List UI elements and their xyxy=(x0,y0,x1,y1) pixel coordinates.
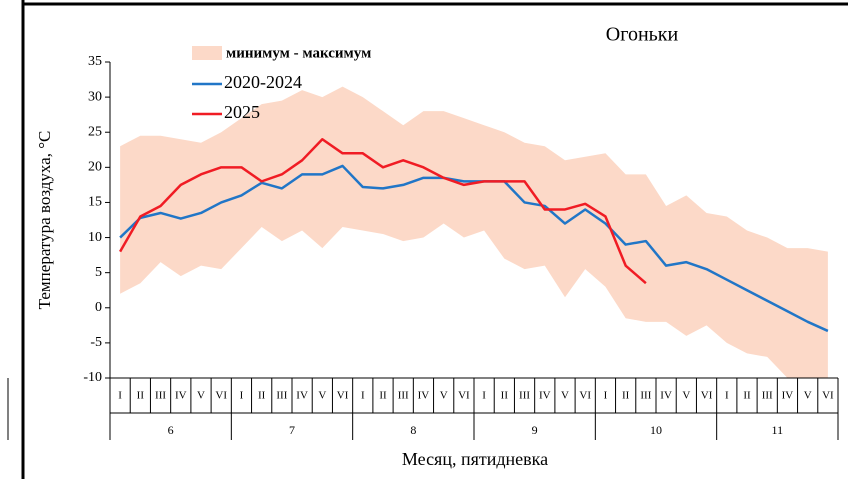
x-tick-label: III xyxy=(762,390,773,402)
x-tick-label: IV xyxy=(175,390,187,402)
x-tick-label: VI xyxy=(215,390,227,402)
x-tick-label: V xyxy=(682,390,690,402)
month-label: 9 xyxy=(532,423,538,437)
y-tick-label: 10 xyxy=(88,230,102,245)
x-tick-label: IV xyxy=(296,390,308,402)
x-tick-label: VI xyxy=(822,390,834,402)
x-tick-label: V xyxy=(561,390,569,402)
x-tick-label: IV xyxy=(782,390,794,402)
x-tick-label: II xyxy=(743,390,751,402)
x-tick-label: VI xyxy=(337,390,349,402)
legend-swatch xyxy=(192,46,222,60)
x-tick-label: VI xyxy=(579,390,591,402)
x-tick-label: III xyxy=(155,390,166,402)
x-tick-label: V xyxy=(804,390,812,402)
y-tick-label: 30 xyxy=(88,89,102,104)
x-tick-label: I xyxy=(240,390,244,402)
month-label: 6 xyxy=(168,423,174,437)
y-tick-label: 35 xyxy=(88,54,102,69)
x-tick-label: IV xyxy=(418,390,430,402)
x-tick-label: I xyxy=(482,390,486,402)
legend-label: 2025 xyxy=(224,102,260,122)
y-tick-label: 0 xyxy=(95,300,102,315)
y-tick-label: 25 xyxy=(88,124,102,139)
chart-title: Огоньки xyxy=(606,24,679,46)
x-tick-label: III xyxy=(640,390,651,402)
x-tick-label: IV xyxy=(539,390,551,402)
x-tick-label: III xyxy=(519,390,530,402)
x-tick-label: I xyxy=(725,390,729,402)
x-tick-label: II xyxy=(501,390,509,402)
x-tick-label: I xyxy=(604,390,608,402)
x-tick-label: VI xyxy=(458,390,470,402)
x-tick-label: II xyxy=(379,390,387,402)
month-label: 7 xyxy=(289,423,295,437)
x-tick-label: V xyxy=(440,390,448,402)
month-label: 10 xyxy=(650,423,662,437)
x-tick-label: II xyxy=(258,390,266,402)
x-axis-label: Месяц, пятидневка xyxy=(402,449,548,469)
legend-label: 2020-2024 xyxy=(224,72,302,92)
x-tick-label: V xyxy=(318,390,326,402)
month-label: 8 xyxy=(410,423,416,437)
x-tick-label: II xyxy=(137,390,145,402)
y-tick-label: 5 xyxy=(95,265,102,280)
x-tick-label: I xyxy=(361,390,365,402)
x-tick-label: III xyxy=(276,390,287,402)
legend-label: минимум - максимум xyxy=(226,45,371,61)
range-band xyxy=(120,86,828,379)
x-tick-label: VI xyxy=(701,390,713,402)
y-tick-label: -10 xyxy=(83,370,102,385)
x-tick-label: I xyxy=(118,390,122,402)
series-line xyxy=(119,164,829,333)
x-tick-label: IV xyxy=(660,390,672,402)
x-tick-label: V xyxy=(197,390,205,402)
y-tick-label: 15 xyxy=(88,195,102,210)
series-line xyxy=(119,137,647,285)
x-tick-label: III xyxy=(398,390,409,402)
y-axis-label: Температура воздуха, °С xyxy=(35,131,54,310)
y-tick-label: 20 xyxy=(88,160,102,175)
x-tick-label: II xyxy=(622,390,630,402)
y-tick-label: -5 xyxy=(90,335,102,350)
month-label: 11 xyxy=(772,423,784,437)
